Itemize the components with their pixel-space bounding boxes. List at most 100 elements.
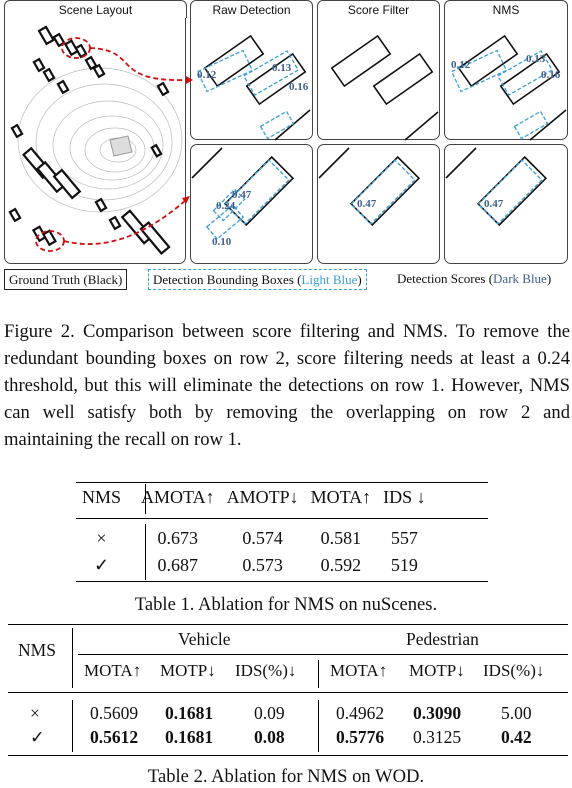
figure-drawing: 0.12 0.13 0.16 0.12 0.13 0.16 — [8, 25, 567, 256]
table2-subheader: IDS(%)↓ — [483, 661, 545, 680]
table2-cell: 0.5609 — [90, 703, 139, 723]
raw-row1-score-3: 0.16 — [289, 81, 309, 93]
table2-top-rule — [8, 624, 568, 625]
table2-cell: ✓ — [30, 727, 45, 747]
raw-row1-detections — [196, 49, 300, 140]
table2-cell: 5.00 — [501, 703, 532, 723]
legend-detection-scores: Detection Scores (Dark Blue) — [393, 269, 555, 290]
table2-vertical-rule — [72, 700, 73, 752]
table2-cell: 0.42 — [501, 727, 532, 747]
raw-row1-score-2: 0.13 — [272, 62, 292, 74]
table2-vertical-rule — [318, 700, 319, 752]
table-row: × 0.673 0.574 0.581 557 — [76, 525, 432, 552]
table2-cell: 0.5776 — [336, 727, 385, 747]
legend-detection-boxes: Detection Bounding Boxes (Light Blue) — [148, 269, 367, 290]
raw-detection-row2 — [190, 144, 313, 264]
table1-caption: Table 1. Ablation for NMS on nuScenes. — [134, 594, 438, 615]
table1-cell: ✓ — [93, 555, 110, 575]
table2-cell: 0.4962 — [336, 703, 385, 723]
figure-caption: Figure 2. Comparison between score filte… — [4, 321, 570, 450]
table1-mid-rule — [76, 518, 488, 519]
table2-subheader: MOTA↑ — [330, 661, 388, 680]
table2-cell: 0.1681 — [165, 727, 214, 747]
filter-row1-ground-truth — [330, 34, 439, 141]
table2-subheader: IDS(%)↓ — [235, 661, 297, 680]
filter-row2-score-1: 0.47 — [357, 198, 377, 210]
table1-vertical-rule — [145, 484, 146, 514]
arrow-head-bottom — [182, 196, 190, 204]
table1: NMS AMOTA↑ AMOTP↓ MOTA↑ IDS ↓ × 0.673 0.… — [76, 484, 432, 579]
score-filter-row1 — [317, 0, 440, 140]
score-filter-title: Score Filter — [317, 0, 440, 18]
lidar-point-cloud — [17, 67, 183, 213]
scene-layout-panel — [4, 0, 186, 264]
nms-row1-ground-truth — [457, 34, 567, 141]
table2-cell: 0.5612 — [90, 727, 139, 747]
raw-row1-score-1: 0.12 — [197, 69, 217, 81]
legend-score-prefix: Detection Scores ( — [397, 271, 494, 286]
table2-subheader: MOTP↓ — [160, 661, 216, 680]
scene-ground-truth-boxes — [8, 25, 171, 256]
raw-detection-row1 — [190, 0, 313, 140]
legend-score-color: Dark Blue — [493, 271, 547, 286]
table2-cell: 0.3090 — [413, 703, 462, 723]
table2-cell: 0.09 — [254, 703, 285, 723]
table1-cell: 0.687 — [157, 555, 199, 575]
legend-det-prefix: Detection Bounding Boxes ( — [153, 272, 302, 287]
table1-cell: 0.592 — [320, 555, 362, 575]
legend-score-suffix: ) — [546, 271, 552, 286]
table1-cell: 557 — [390, 528, 418, 548]
table2-cell: 0.3125 — [413, 727, 462, 747]
table2-mid-rule — [8, 692, 568, 693]
table2-group-vehicle: Vehicle — [178, 629, 231, 649]
table2-cell: 0.1681 — [165, 703, 214, 723]
table1-cell: 0.574 — [242, 528, 283, 548]
score-filter-row2 — [317, 144, 440, 264]
table1-cell: 0.581 — [320, 528, 362, 548]
table2-vertical-rule — [318, 660, 319, 688]
table1-header-ids: IDS ↓ — [383, 487, 426, 507]
nms-row1-score-3: 0.16 — [541, 69, 561, 81]
table2-nms-header: NMS — [18, 640, 56, 660]
legend-ground-truth: Ground Truth (Black) — [4, 269, 128, 290]
nms-row1-score-2: 0.13 — [526, 53, 546, 65]
table1-vertical-rule — [145, 524, 146, 580]
legend-det-suffix: ) — [357, 272, 362, 287]
table1-cell: × — [96, 528, 107, 548]
table-row: ✓ 0.687 0.573 0.592 519 — [76, 552, 432, 579]
table2-vertical-rule — [72, 628, 73, 688]
table1-bottom-rule — [76, 581, 488, 582]
table2-subheader: MOTA↑ — [84, 661, 142, 680]
legend-det-color: Light Blue — [301, 272, 358, 287]
table1-cell: 0.673 — [157, 528, 199, 548]
nms-row1-score-1: 0.12 — [451, 59, 471, 71]
raw-row2-score-1: 0.47 — [232, 189, 252, 201]
table1-top-rule — [76, 482, 488, 483]
raw-row2-score-3: 0.10 — [212, 236, 232, 248]
table2-cell: 0.08 — [254, 727, 285, 747]
nms-title: NMS — [444, 0, 568, 18]
table1-header-amota: AMOTA↑ — [141, 487, 215, 507]
nms-row2-score-1: 0.47 — [484, 198, 504, 210]
table1-cell: 519 — [390, 555, 418, 575]
table1-header-nms: NMS — [82, 487, 122, 507]
table1-header-row: NMS AMOTA↑ AMOTP↓ MOTA↑ IDS ↓ — [76, 484, 432, 511]
raw-row1-ground-truth — [203, 34, 311, 141]
table2-subheader: MOTP↓ — [409, 661, 465, 680]
table1-header-mota: MOTA↑ — [310, 487, 372, 507]
table2-cell: × — [30, 703, 40, 723]
ego-vehicle — [109, 135, 133, 157]
table2-caption: Table 2. Ablation for NMS on WOD. — [147, 766, 425, 787]
table2-group-rule — [78, 654, 568, 655]
table2-group-pedestrian: Pedestrian — [406, 629, 479, 649]
scene-layout-title: Scene Layout — [4, 0, 187, 18]
table1-cell: 0.573 — [242, 555, 283, 575]
raw-detection-title: Raw Detection — [190, 0, 313, 18]
table2-bottom-rule — [8, 755, 568, 756]
arrow-head-top — [186, 76, 193, 84]
highlight-arrows — [35, 37, 187, 252]
table1-header-amotp: AMOTP↓ — [226, 487, 299, 507]
raw-row2-score-2: 0.24 — [216, 200, 236, 212]
nms-row2 — [444, 144, 568, 264]
nms-row1-detections — [450, 49, 554, 140]
